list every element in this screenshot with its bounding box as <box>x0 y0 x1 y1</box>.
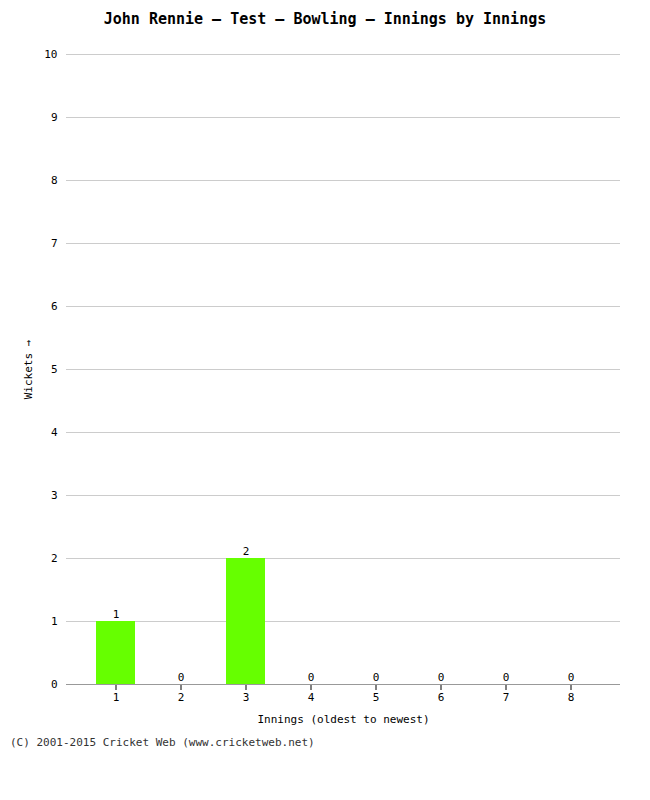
svg-text:2: 2 <box>178 691 185 704</box>
svg-text:0: 0 <box>438 671 445 684</box>
svg-text:0: 0 <box>503 671 510 684</box>
svg-text:0: 0 <box>308 671 315 684</box>
svg-text:4: 4 <box>51 426 58 439</box>
svg-text:2: 2 <box>51 552 58 565</box>
svg-text:5: 5 <box>51 363 58 376</box>
svg-text:Wickets →: Wickets → <box>22 339 35 399</box>
svg-text:6: 6 <box>438 691 445 704</box>
svg-text:Innings (oldest to newest): Innings (oldest to newest) <box>257 713 429 726</box>
svg-text:1: 1 <box>51 615 58 628</box>
svg-text:1: 1 <box>113 608 120 621</box>
html-text:(C) 2001-2015 Cricket Web (www: (C) 2001-2015 Cricket Web (www.cricketwe… <box>10 736 315 749</box>
svg-text:0: 0 <box>51 678 58 691</box>
svg-text:3: 3 <box>51 489 58 502</box>
svg-text:4: 4 <box>308 691 315 704</box>
svg-text:9: 9 <box>51 111 58 124</box>
svg-text:8: 8 <box>568 691 575 704</box>
svg-text:0: 0 <box>568 671 575 684</box>
svg-text:1: 1 <box>113 691 120 704</box>
svg-text:0: 0 <box>373 671 380 684</box>
svg-text:3: 3 <box>243 691 250 704</box>
svg-text:5: 5 <box>373 691 380 704</box>
svg-text:2: 2 <box>243 545 250 558</box>
svg-text:0: 0 <box>178 671 185 684</box>
svg-text:8: 8 <box>51 174 58 187</box>
svg-text:6: 6 <box>51 300 58 313</box>
svg-text:7: 7 <box>503 691 510 704</box>
html-text:John Rennie – Test – Bowling –: John Rennie – Test – Bowling – Innings b… <box>103 10 547 28</box>
svg-text:7: 7 <box>51 237 58 250</box>
svg-text:10: 10 <box>44 48 57 61</box>
